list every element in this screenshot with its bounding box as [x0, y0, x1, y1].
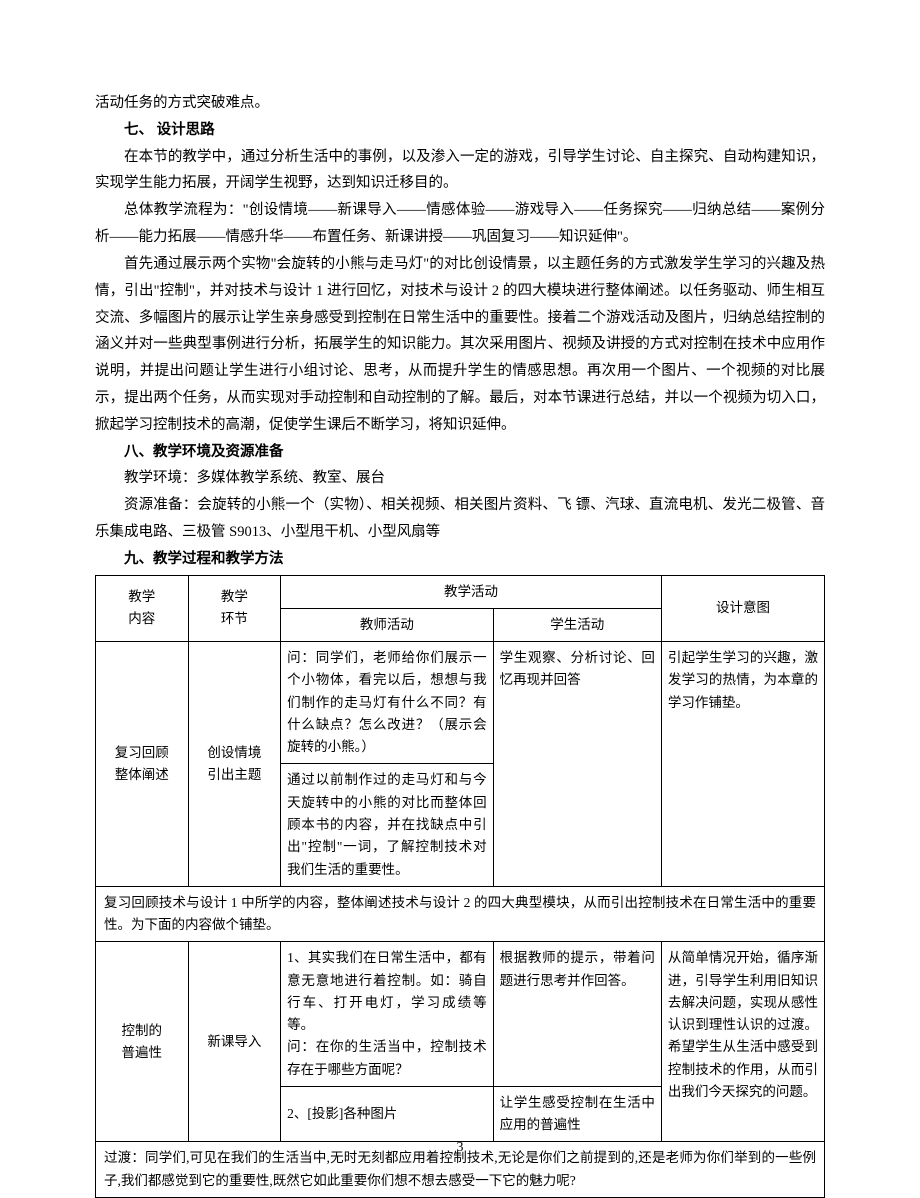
teaching-process-table: 教学内容 教学环节 教学活动 设计意图 教师活动 学生活动 复习回顾整体阐述 创… [95, 575, 825, 1198]
section-7-heading: 七、 设计思路 [95, 117, 825, 144]
table-header-row: 教学内容 教学环节 教学活动 设计意图 [96, 575, 825, 608]
cell-teacher: 1、其实我们在日常生活中，都有意无意地进行着控制。如：骑自行车、打开电灯，学习成… [281, 942, 493, 1087]
cell-stage: 创设情境引出主题 [188, 642, 281, 887]
cell-student: 根据教师的提示，带着问题进行思考并作回答。 [493, 942, 661, 1087]
section-8-p1: 教学环境：多媒体教学系统、教室、展台 [95, 465, 825, 492]
table-row: 复习回顾整体阐述 创设情境引出主题 问：同学们，老师给你们展示一个小物体，看完以… [96, 642, 825, 764]
cell-content: 控制的普遍性 [96, 942, 189, 1142]
header-teacher: 教师活动 [281, 608, 493, 641]
summary-row: 复习回顾技术与设计 1 中所学的内容，整体阐述技术与设计 2 的四大典型模块，从… [96, 886, 825, 942]
cell-content: 复习回顾整体阐述 [96, 642, 189, 887]
header-student: 学生活动 [493, 608, 661, 641]
header-content: 教学内容 [96, 575, 189, 642]
section-8-p2: 资源准备：会旋转的小熊一个（实物）、相关视频、相关图片资料、飞 镖、汽球、直流电… [95, 492, 825, 546]
cell-teacher: 2、[投影]各种图片 [281, 1086, 493, 1142]
header-intent: 设计意图 [661, 575, 824, 642]
cell-student: 学生观察、分析讨论、回忆再现并回答 [493, 642, 661, 887]
cell-teacher: 通过以前制作过的走马灯和与今天旋转中的小熊的对比而整体回顾本书的内容，并在找缺点… [281, 764, 493, 886]
header-activity: 教学活动 [281, 575, 662, 608]
cell-teacher: 问：同学们，老师给你们展示一个小物体，看完以后，想想与我们制作的走马灯有什么不同… [281, 642, 493, 764]
section-8-heading: 八、教学环境及资源准备 [95, 439, 825, 466]
section-7-p3: 首先通过展示两个实物"会旋转的小熊与走马灯"的对比创设情景，以主题任务的方式激发… [95, 251, 825, 439]
cell-intent: 从简单情况开始，循序渐进，引导学生利用旧知识去解决问题，实现从感性认识到理性认识… [661, 942, 824, 1142]
table-row: 控制的普遍性 新课导入 1、其实我们在日常生活中，都有意无意地进行着控制。如：骑… [96, 942, 825, 1087]
summary-cell: 复习回顾技术与设计 1 中所学的内容，整体阐述技术与设计 2 的四大典型模块，从… [96, 886, 825, 942]
section-7-p1: 在本节的教学中，通过分析生活中的事例，以及渗入一定的游戏，引导学生讨论、自主探究… [95, 144, 825, 198]
section-7-p2: 总体教学流程为："创设情境——新课导入——情感体验——游戏导入——任务探究——归… [95, 197, 825, 251]
cell-student: 让学生感受控制在生活中应用的普遍性 [493, 1086, 661, 1142]
cell-stage: 新课导入 [188, 942, 281, 1142]
intro-text: 活动任务的方式突破难点。 [95, 90, 825, 117]
section-9-heading: 九、教学过程和教学方法 [95, 546, 825, 573]
page-number: 3 [457, 1135, 464, 1161]
cell-intent: 引起学生学习的兴趣，激发学习的热情，为本章的学习作铺垫。 [661, 642, 824, 887]
header-stage: 教学环节 [188, 575, 281, 642]
